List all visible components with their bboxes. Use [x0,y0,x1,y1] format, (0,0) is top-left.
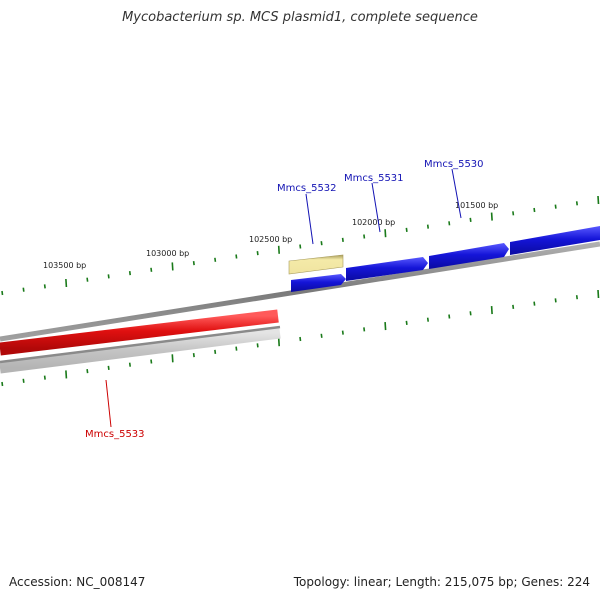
minor-tick [341,237,344,242]
label-line-mmcs-5533 [105,379,112,428]
minor-tick [533,301,536,306]
reverse-strand-shadow-edge [0,325,281,364]
sequence-backbone [0,241,600,342]
minor-tick [43,375,46,380]
minor-tick [405,227,408,232]
minor-tick [235,254,238,259]
gene-mmcs-5533[interactable] [0,309,279,356]
accession-text: Accession: NC_008147 [9,575,146,589]
minor-tick [192,353,195,358]
minor-tick [128,271,131,276]
minor-tick [22,378,25,383]
reverse-strand-shadow [0,327,281,374]
minor-tick [299,336,302,342]
major-tick [384,322,387,331]
minor-tick [469,217,472,222]
minor-tick [128,362,131,367]
minor-tick [43,284,46,289]
minor-tick [214,349,217,354]
minor-tick [86,369,89,374]
minor-tick [192,261,195,266]
minor-tick [1,290,4,296]
minor-tick [1,381,4,387]
upper-tick-marks [1,195,600,296]
minor-tick [405,320,408,325]
minor-tick [554,204,557,209]
tick-label: 103500 bp [43,261,86,270]
minor-tick [320,333,323,338]
minor-tick [363,234,366,239]
minor-tick [214,257,217,262]
tick-label: 101500 bp [455,201,498,210]
gene-mmcs-5530[interactable] [429,243,509,269]
gene-label-mmcs-5532[interactable]: Mmcs_5532 [277,183,337,194]
gene-mmcs-5529[interactable] [510,226,600,255]
major-tick [277,338,280,347]
tick-labels: 103500 bp 103000 bp 102500 bp 102000 bp … [43,201,498,270]
minor-tick [256,343,259,348]
minor-tick [363,327,366,332]
major-tick [65,278,68,288]
minor-tick [512,304,515,309]
minor-tick [533,207,536,213]
major-tick [277,245,280,254]
gene-label-mmcs-5531[interactable]: Mmcs_5531 [344,173,404,184]
minor-tick [107,365,110,370]
major-tick [597,289,600,299]
minor-tick [469,311,472,316]
minor-tick [150,359,153,364]
minor-tick [554,298,557,303]
major-tick [597,195,600,205]
minor-tick [22,287,25,292]
major-tick [490,212,493,221]
gene-mmcs-5532[interactable] [288,254,344,275]
minor-tick [426,224,429,229]
gene-label-mmcs-5533[interactable]: Mmcs_5533 [85,429,145,440]
minor-tick [299,244,302,249]
minor-tick [256,251,259,256]
minor-tick [575,295,578,300]
minor-tick [448,221,451,226]
gene-mmcs-5531[interactable] [346,257,428,281]
minor-tick [426,317,429,322]
major-tick [171,262,174,271]
major-tick [65,370,68,379]
label-line-mmcs-5530 [451,168,462,219]
minor-tick [150,267,153,272]
label-line-mmcs-5531 [371,182,381,233]
minor-tick [320,241,323,246]
tick-label: 103000 bp [146,249,189,258]
tick-label: 102500 bp [249,235,292,244]
gene-mmcs-5531a[interactable] [291,274,346,292]
major-tick [490,306,493,315]
major-tick [171,354,174,363]
map-title: Mycobacterium sp. MCS plasmid1, complete… [122,10,478,25]
minor-tick [341,330,344,335]
minor-tick [86,277,89,282]
minor-tick [107,274,110,279]
minor-tick [512,211,515,216]
minor-tick [575,201,578,206]
minor-tick [235,346,238,351]
major-tick [384,229,387,238]
label-line-mmcs-5532 [305,193,314,245]
tick-label: 102000 bp [352,218,395,227]
minor-tick [448,314,451,319]
sequence-summary: Topology: linear; Length: 215,075 bp; Ge… [293,575,590,589]
lower-tick-marks [1,289,600,387]
gene-label-mmcs-5530[interactable]: Mmcs_5530 [424,159,484,170]
